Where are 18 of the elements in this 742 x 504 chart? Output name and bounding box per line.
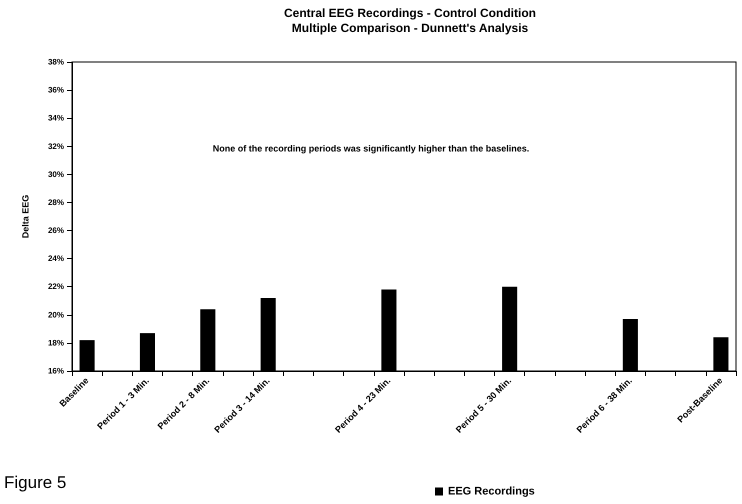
annotation: None of the recording periods was significantly higher than the baselines. — [212, 144, 530, 154]
legend-label: EEG Recordings — [448, 486, 535, 498]
caption: Figure 5 — [4, 473, 66, 492]
y-tick-label: 26% — [48, 226, 64, 236]
y-tick-label: 34% — [48, 114, 64, 123]
y-tick-label: 36% — [48, 86, 64, 95]
y-tick-label: 38% — [48, 58, 64, 66]
y-tick-label: 28% — [48, 198, 64, 207]
y-tick-label: 32% — [48, 142, 64, 151]
y-tick-label: 30% — [48, 170, 64, 179]
y-tick-label: 20% — [48, 310, 64, 320]
y-tick-label: 22% — [48, 282, 64, 292]
y-tick-label: 18% — [48, 338, 64, 348]
y-tick-label: 24% — [48, 254, 64, 264]
chart-title: Central EEG Recordings - Control Condition — [284, 6, 536, 20]
y-tick-label: 16% — [48, 366, 64, 376]
chart-subtitle: Multiple Comparison - Dunnett's Analysis — [292, 21, 529, 35]
y-axis-title: Delta EEG — [20, 194, 30, 238]
